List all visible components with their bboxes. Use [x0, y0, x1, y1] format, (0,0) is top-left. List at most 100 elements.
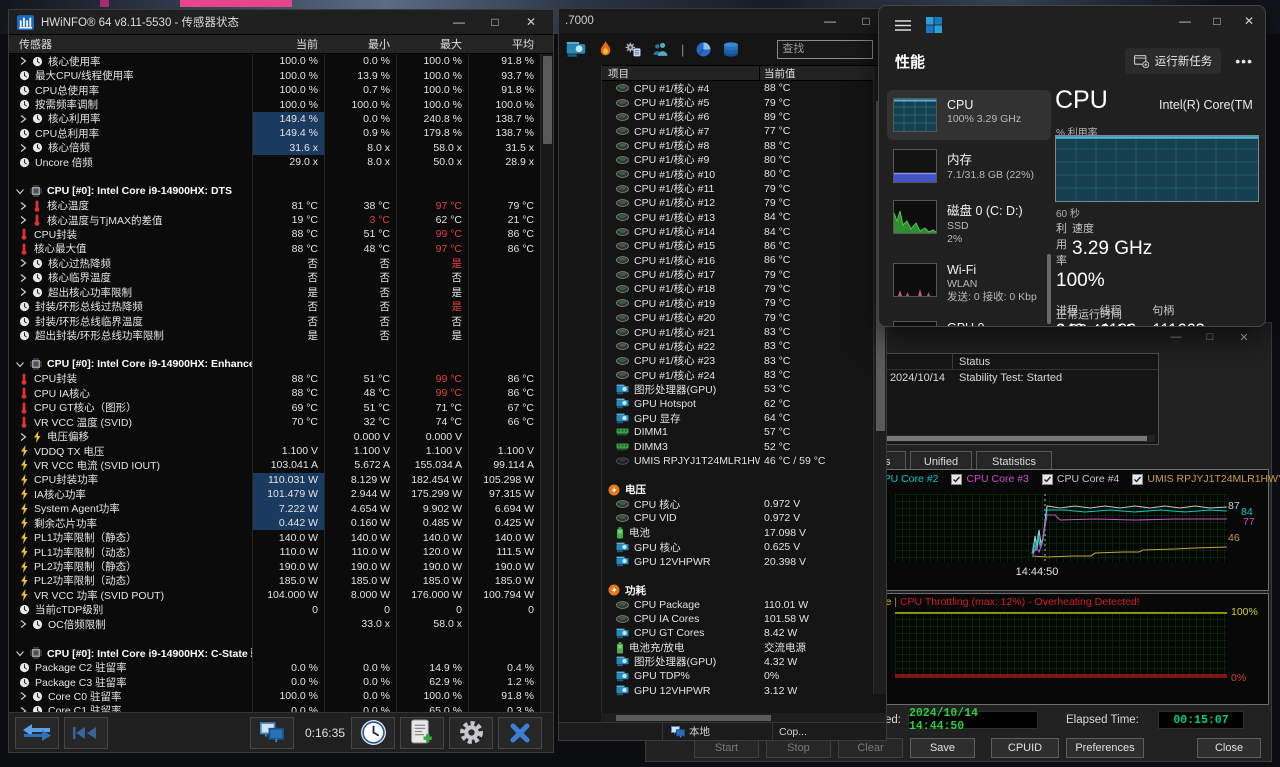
- sensor-row[interactable]: 核心温度 81 °C 38 °C 97 °C 79 °C: [9, 198, 540, 213]
- sensor-row[interactable]: 核心临界温度否否否: [9, 270, 540, 285]
- sensor-row[interactable]: 核心温度与TjMAX的差值 19 °C 3 °C 62 °C 21 °C: [9, 212, 540, 228]
- sensors-horizontal-scrollbar[interactable]: [601, 713, 886, 722]
- sensor-row[interactable]: CPU 核心 0.972 V: [602, 497, 886, 511]
- tab-statistics[interactable]: Statistics: [976, 451, 1052, 471]
- column-header-value[interactable]: 当前值: [764, 67, 796, 80]
- sensor-row[interactable]: CPU #1/核心 #17 79 °C: [602, 267, 886, 281]
- sensor-row[interactable]: 按需频率调制 100.0 % 100.0 % 100.0 % 100.0 %: [9, 97, 540, 112]
- sensor-row[interactable]: Package C3 驻留率 0.0 % 0.0 % 62.9 % 1.2 %: [9, 674, 540, 690]
- sensor-row[interactable]: VR VCC 功率 (SVID POUT) 104.000 W 8.000 W 176…: [9, 588, 540, 603]
- sensors-tree-maximize-button[interactable]: □: [862, 14, 870, 28]
- sensor-row[interactable]: 核心过热降频否否是: [9, 256, 540, 271]
- gears-report-icon[interactable]: [625, 42, 641, 57]
- sensor-row[interactable]: PL1功率限制（静态） 140.0 W 140.0 W 140.0 W 140.0 W: [9, 530, 540, 545]
- logging-report-button[interactable]: [400, 716, 444, 749]
- sensor-row[interactable]: UMIS RPJYJ1T24MLR1HWY 46 °C / 59 °C: [602, 454, 886, 468]
- sensor-row[interactable]: Package C2 驻留率 0.0 % 0.0 % 14.9 % 0.4 %: [9, 660, 540, 675]
- sensor-section-header[interactable]: 电压: [602, 483, 886, 497]
- sensor-row[interactable]: VR VCC 温度 (SVID) 70 °C 32 °C 74 °C 66 °C: [9, 414, 540, 430]
- sidebar-item-cpu[interactable]: CPU 100% 3.29 GHz: [887, 90, 1051, 140]
- tm-more-options-icon[interactable]: •••: [1235, 53, 1253, 69]
- sensor-row[interactable]: DIMM3 52 °C: [602, 440, 886, 454]
- tm-minimize-button[interactable]: —: [1179, 14, 1191, 28]
- sensor-row[interactable]: System Agent功率 7.222 W 4.654 W 9.902 W 6.694…: [9, 501, 540, 516]
- preferences-button[interactable]: Preferences: [1066, 738, 1144, 758]
- sensor-row[interactable]: CPU #1/核心 #4 88 °C: [602, 81, 886, 95]
- sensor-row[interactable]: 当前cTDP级别 0 0 0 0: [9, 602, 540, 618]
- settings-button[interactable]: [449, 716, 493, 749]
- sensor-row[interactable]: CPU #1/核心 #13 84 °C: [602, 210, 886, 224]
- sensor-row[interactable]: CPU总利用率 149.4 % 0.9 % 179.8 % 138.7 %: [9, 126, 540, 141]
- sensor-row[interactable]: 图形处理器(GPU) 4.32 W: [602, 655, 886, 669]
- column-header-current[interactable]: 当前: [252, 35, 324, 53]
- sensor-row[interactable]: GPU TDP% 0%: [602, 669, 886, 683]
- sensor-row[interactable]: CPU封装 88 °C 51 °C 99 °C 86 °C: [9, 227, 540, 242]
- sensor-row[interactable]: CPU #1/核心 #24 83 °C: [602, 368, 886, 382]
- save-button[interactable]: Save: [910, 738, 975, 758]
- tm-maximize-button[interactable]: □: [1213, 14, 1221, 28]
- sensor-row[interactable]: IA核心功率 101.479 W 2.944 W 175.299 W 97.315 W: [9, 487, 540, 502]
- tm-close-button[interactable]: ✕: [1243, 14, 1255, 28]
- sensor-row[interactable]: CPU #1/核心 #9 80 °C: [602, 153, 886, 167]
- legend-item[interactable]: CPU Core #3: [951, 473, 1029, 485]
- sensor-row[interactable]: CPU #1/核心 #12 79 °C: [602, 196, 886, 210]
- sensors-tree-titlebar[interactable]: .7000 — □: [559, 9, 886, 33]
- hwinfo-close-button[interactable]: ✕: [525, 15, 537, 29]
- sensor-row[interactable]: CPU #1/核心 #20 79 °C: [602, 311, 886, 325]
- column-header-max[interactable]: 最大: [396, 35, 468, 53]
- log-horizontal-scrollbar[interactable]: [657, 435, 1155, 442]
- sensor-row[interactable]: DIMM1 57 °C: [602, 425, 886, 439]
- sensor-row[interactable]: CPU #1/核心 #15 86 °C: [602, 239, 886, 253]
- sensor-row[interactable]: 超出核心功率限制是否是: [9, 285, 540, 300]
- task-manager-titlebar[interactable]: [879, 6, 1265, 44]
- legend-item[interactable]: CPU Core #4: [1041, 473, 1119, 485]
- legend-item[interactable]: UMIS RPJYJ1T24MLR1HWY: [1132, 473, 1280, 485]
- clock-button[interactable]: [351, 716, 395, 749]
- occt-close-button[interactable]: ✕: [1239, 331, 1249, 344]
- sensor-row[interactable]: CPU #1/核心 #19 79 °C: [602, 296, 886, 310]
- sensor-row[interactable]: CPU IA核心 88 °C 48 °C 99 °C 86 °C: [9, 386, 540, 401]
- sensor-row[interactable]: Core C1 驻留率 0.0 % 0.0 % 65.0 % 0.3 %: [9, 703, 540, 712]
- sensor-row[interactable]: CPU #1/核心 #21 83 °C: [602, 325, 886, 339]
- sensor-vertical-scrollbar[interactable]: [540, 54, 553, 712]
- sensor-row[interactable]: 核心最大值 88 °C 48 °C 97 °C 86 °C: [9, 241, 540, 257]
- sensor-row[interactable]: 封装/环形总线临界温度否否否: [9, 313, 540, 329]
- sidebar-item-memory[interactable]: 内存 7.1/31.8 GB (22%): [887, 141, 1051, 191]
- sensor-row[interactable]: CPU GT核心（图形） 69 °C 51 °C 71 °C 67 °C: [9, 400, 540, 415]
- sensor-row[interactable]: CPU #1/核心 #11 79 °C: [602, 181, 886, 195]
- sensor-row[interactable]: 电压偏移 0.000 V 0.000 V: [9, 429, 540, 444]
- sensor-row[interactable]: GPU 核心 0.625 V: [602, 540, 886, 554]
- sidebar-item-wifi[interactable]: Wi-Fi WLAN 发送: 0 接收: 0 Kbp: [887, 255, 1051, 312]
- sensors-tree-minimize-button[interactable]: —: [824, 14, 836, 28]
- column-header-sensor[interactable]: 传感器: [19, 39, 52, 51]
- hamburger-menu-icon[interactable]: [895, 19, 911, 32]
- sensor-row[interactable]: Uncore 倍频 29.0 x 8.0 x 50.0 x 28.9 x: [9, 155, 540, 170]
- sensor-row[interactable]: CPU #1/核心 #7 77 °C: [602, 124, 886, 138]
- collapse-arrows-button[interactable]: [64, 716, 108, 749]
- sensor-row[interactable]: GPU 12VHPWR 3.12 W: [602, 683, 886, 697]
- sensor-row[interactable]: CPU Package 110.01 W: [602, 597, 886, 611]
- sensor-row[interactable]: CPU #1/核心 #18 79 °C: [602, 282, 886, 296]
- sensor-row[interactable]: CPU #1/核心 #22 83 °C: [602, 339, 886, 353]
- sensor-section-header[interactable]: 功耗: [602, 583, 886, 597]
- sensor-row[interactable]: CPU #1/核心 #14 84 °C: [602, 224, 886, 238]
- cpuid-button[interactable]: CPUID: [991, 738, 1059, 758]
- search-input[interactable]: [777, 39, 874, 59]
- sensor-group-header[interactable]: CPU [#0]: Intel Core i9-14900HX: Enhance…: [9, 357, 540, 372]
- sensor-row[interactable]: Core C0 驻留率 100.0 % 0.0 % 100.0 % 91.8 %: [9, 689, 540, 704]
- column-header-min[interactable]: 最小: [324, 35, 396, 53]
- sensor-row[interactable]: PL2功率限制（动态） 185.0 W 185.0 W 185.0 W 185.0 W: [9, 573, 540, 589]
- sensor-row[interactable]: 最大CPU/线程使用率 100.0 % 13.9 % 100.0 % 93.7 %: [9, 68, 540, 83]
- hwinfo-minimize-button[interactable]: —: [453, 15, 465, 29]
- sensor-row[interactable]: CPU #1/核心 #6 89 °C: [602, 110, 886, 124]
- sensor-row[interactable]: CPU #1/核心 #23 83 °C: [602, 354, 886, 368]
- column-header-avg[interactable]: 平均: [468, 35, 540, 53]
- occt-minimize-button[interactable]: —: [1170, 331, 1182, 343]
- sensor-group-header[interactable]: CPU [#0]: Intel Core i9-14900HX: DTS: [9, 183, 540, 199]
- sensor-row[interactable]: CPU封装功率 110.031 W 8.129 W 182.454 W 105.298 …: [9, 472, 540, 488]
- remote-monitoring-button[interactable]: [249, 716, 294, 749]
- sensor-row[interactable]: CPU IA Cores 101.58 W: [602, 612, 886, 626]
- column-header-item[interactable]: 项目: [602, 66, 760, 80]
- sensor-row[interactable]: 核心使用率 100.0 % 0.0 % 100.0 % 91.8 %: [9, 54, 540, 69]
- sensor-row[interactable]: CPU #1/核心 #8 88 °C: [602, 138, 886, 152]
